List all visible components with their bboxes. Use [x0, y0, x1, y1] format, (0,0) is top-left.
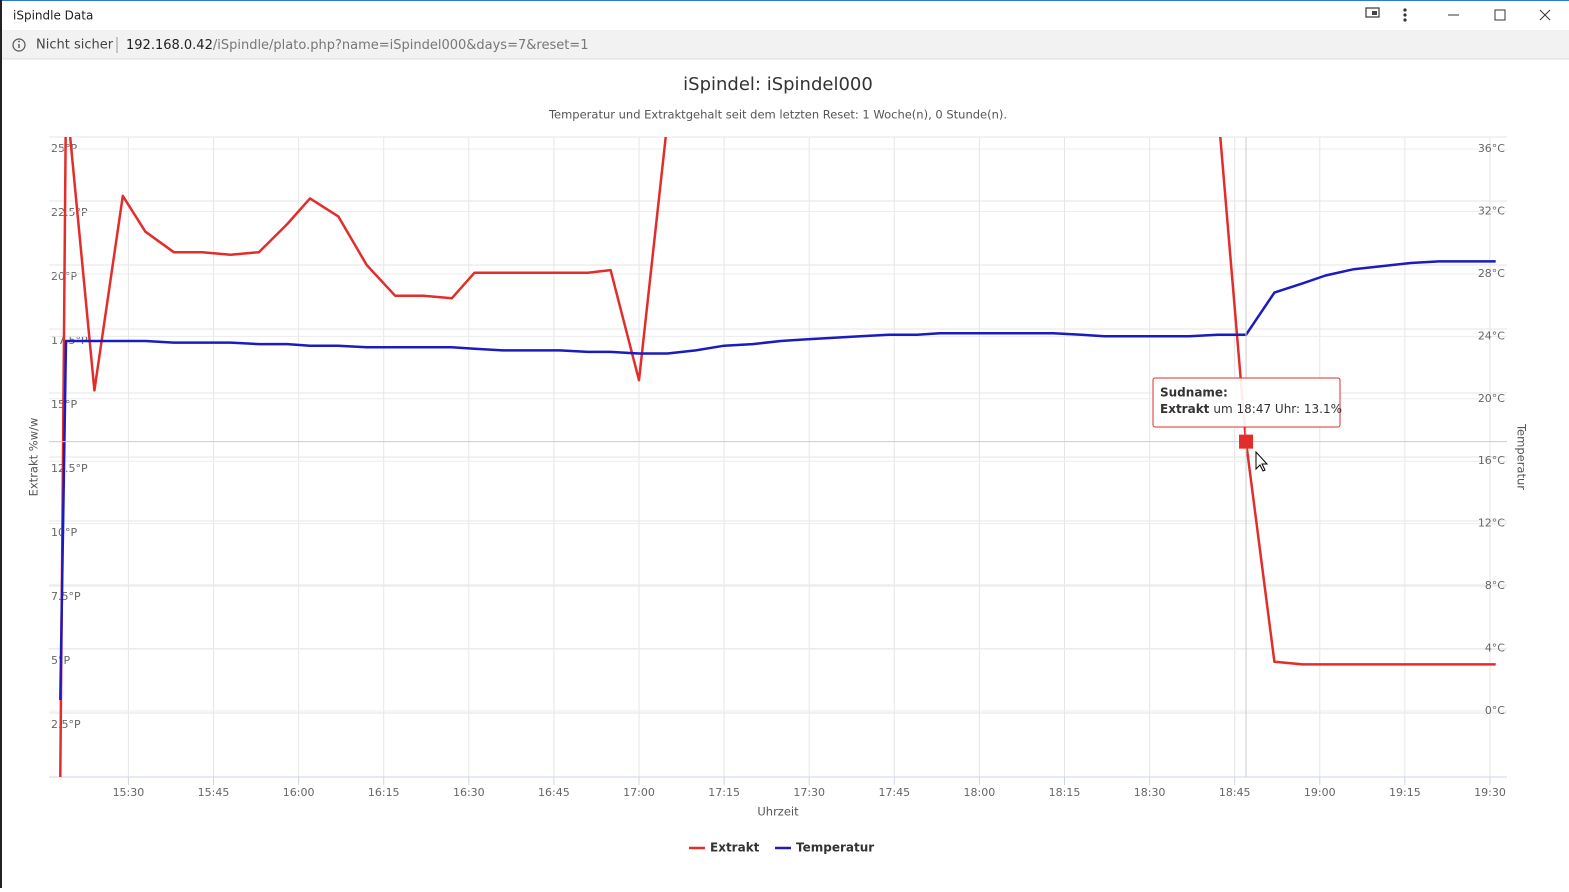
maximize-button[interactable]	[1494, 9, 1506, 21]
y2-tick-label: 36°C	[1478, 142, 1505, 155]
x-tick-label: 16:30	[453, 786, 485, 799]
y-tick-label: 2.5°P	[51, 718, 81, 731]
y2-tick-label: 12°C	[1478, 517, 1505, 530]
hover-marker	[1239, 434, 1254, 449]
window-title: iSpindle Data	[13, 9, 93, 23]
x-tick-label: 18:15	[1049, 786, 1081, 799]
title-bar	[0, 0, 1569, 30]
x-tick-label: 17:15	[708, 786, 740, 799]
y2-tick-label: 0°C	[1485, 704, 1505, 717]
tooltip-series: Extrakt	[1160, 402, 1210, 416]
y-tick-label: 22.5°P	[51, 206, 88, 219]
y2-tick-label: 28°C	[1478, 267, 1505, 280]
y-axis-title: Extrakt %w/w	[27, 418, 41, 497]
cast-icon[interactable]	[1365, 7, 1380, 18]
legend-label: Temperatur	[796, 841, 874, 855]
y2-tick-label: 4°C	[1485, 642, 1505, 655]
x-tick-label: 16:00	[283, 786, 315, 799]
x-tick-label: 17:45	[878, 786, 910, 799]
url[interactable]: 192.168.0.42/iSpindle/plato.php?name=iSp…	[126, 38, 588, 53]
x-axis-title: Uhrzeit	[757, 805, 799, 819]
chart-subtitle: Temperatur und Extraktgehalt seit dem le…	[548, 108, 1007, 122]
menu-button[interactable]	[1403, 8, 1407, 22]
tooltip-line: Extrakt um 18:47 Uhr: 13.1%	[1160, 402, 1342, 416]
series-line	[59, 137, 1496, 777]
y2-tick-label: 20°C	[1478, 392, 1505, 405]
security-label[interactable]: Nicht sicher	[36, 38, 114, 53]
url-path: /iSpindle/plato.php?name=iSpindel000&day…	[213, 38, 589, 53]
y2-tick-label: 24°C	[1478, 329, 1505, 342]
x-tick-label: 19:00	[1304, 786, 1336, 799]
x-tick-label: 15:45	[198, 786, 230, 799]
series-line	[59, 260, 1496, 701]
url-host: 192.168.0.42	[126, 38, 213, 53]
mouse-cursor	[1255, 450, 1269, 472]
x-tick-label: 18:30	[1134, 786, 1166, 799]
tooltip-title: Sudname:	[1160, 386, 1228, 400]
y2-axis-title: Temperatur	[1515, 423, 1529, 490]
x-tick-label: 18:00	[964, 786, 996, 799]
info-icon[interactable]	[12, 38, 26, 52]
tooltip-value: um 18:47 Uhr: 13.1%	[1213, 402, 1342, 416]
x-tick-label: 19:30	[1474, 786, 1506, 799]
window-edge	[0, 0, 2, 888]
close-button[interactable]	[1539, 9, 1551, 21]
legend-label: Extrakt	[710, 841, 760, 855]
plot-series	[59, 137, 1496, 777]
x-tick-label: 17:00	[623, 786, 655, 799]
tooltip-box	[1152, 377, 1341, 428]
y2-tick-label: 8°C	[1485, 579, 1505, 592]
y2-tick-label: 16°C	[1478, 454, 1505, 467]
x-tick-label: 16:15	[368, 786, 400, 799]
y-tick-label: 7.5°P	[51, 590, 81, 603]
chart-title: iSpindel: iSpindel000	[683, 74, 873, 95]
y2-tick-label: 32°C	[1478, 204, 1505, 217]
x-tick-label: 19:15	[1389, 786, 1421, 799]
address-bar[interactable]	[2, 30, 1569, 59]
x-tick-label: 18:45	[1219, 786, 1251, 799]
x-tick-label: 17:30	[793, 786, 825, 799]
y-tick-label: 10°P	[51, 526, 77, 539]
window-border	[0, 0, 1569, 1]
x-tick-label: 15:30	[113, 786, 145, 799]
y-tick-label: 12.5°P	[51, 462, 88, 475]
x-tick-label: 16:45	[538, 786, 570, 799]
y-tick-label: 25°P	[51, 142, 77, 155]
grid: 15:30 15:45 16:00 16:15 16:30 16:45 17:00 17:15…	[49, 136, 1507, 799]
